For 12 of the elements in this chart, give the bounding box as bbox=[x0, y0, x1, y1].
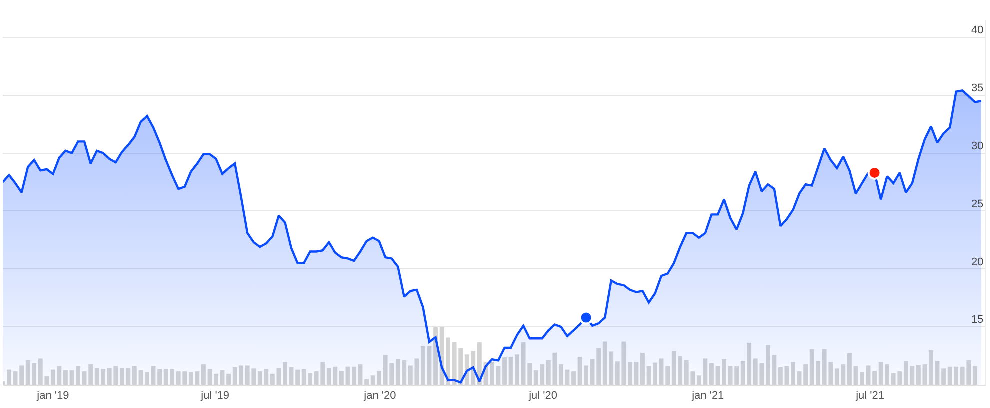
y-tick-label: 25 bbox=[971, 198, 984, 210]
y-tick-label: 15 bbox=[971, 314, 984, 326]
x-tick-label: jul '21 bbox=[855, 390, 885, 402]
x-tick-label: jul '20 bbox=[528, 390, 558, 402]
x-tick-label: jan '20 bbox=[363, 390, 396, 402]
y-tick-label: 30 bbox=[971, 140, 984, 152]
x-tick-label: jul '19 bbox=[200, 390, 230, 402]
y-tick-label: 20 bbox=[971, 256, 984, 268]
y-tick-label: 35 bbox=[971, 82, 984, 94]
y-tick-label: 40 bbox=[971, 24, 984, 37]
x-tick-label: jan '21 bbox=[691, 390, 724, 402]
x-tick-label: jan '19 bbox=[36, 390, 70, 402]
